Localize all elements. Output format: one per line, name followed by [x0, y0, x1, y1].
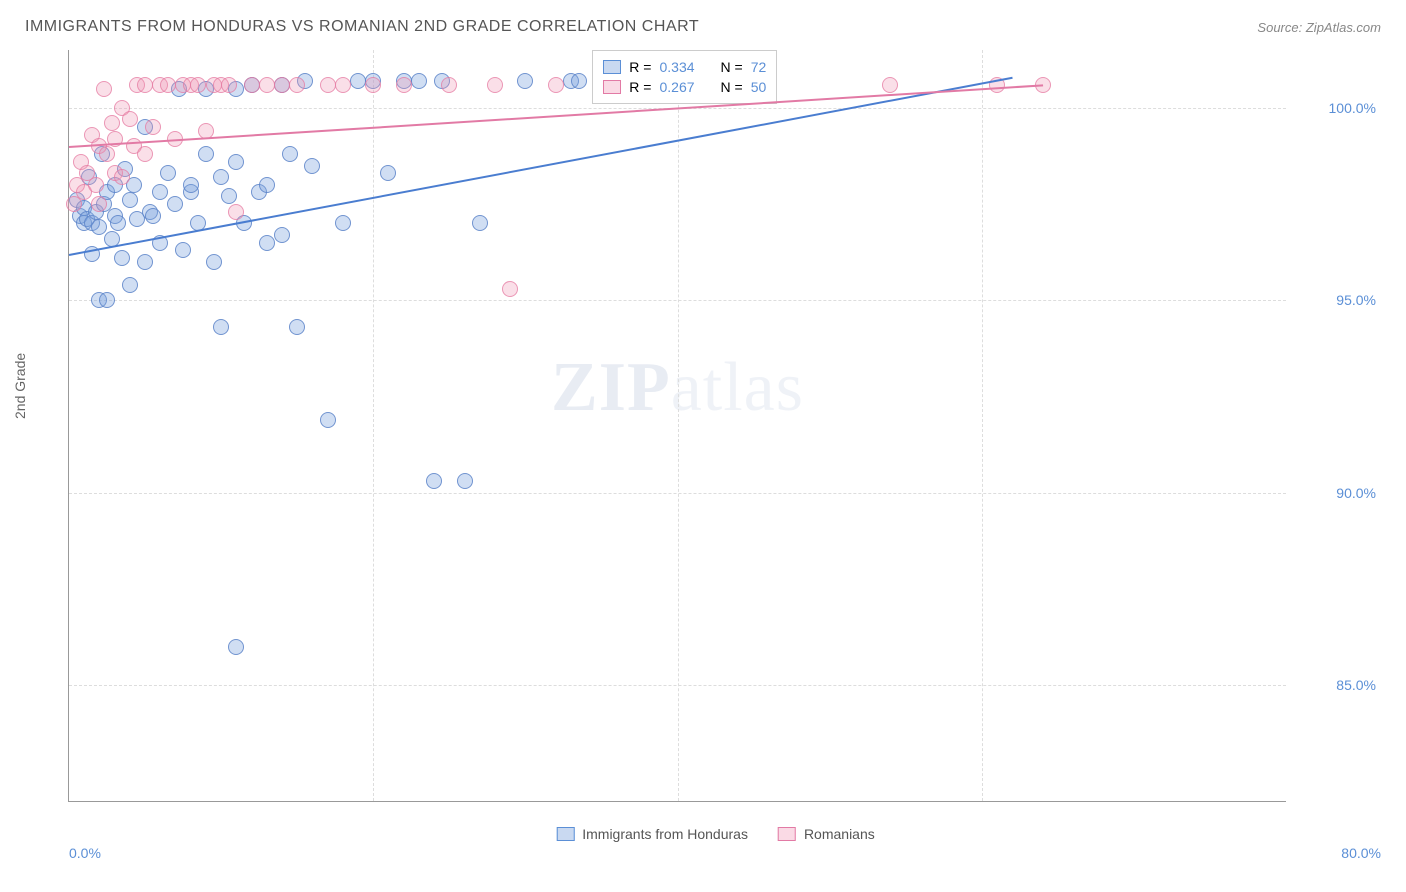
r-label: R = — [629, 59, 651, 75]
trend-line — [69, 85, 1043, 149]
n-label: N = — [721, 79, 743, 95]
scatter-point — [122, 277, 138, 293]
scatter-point — [882, 77, 898, 93]
scatter-point — [441, 77, 457, 93]
scatter-point — [160, 77, 176, 93]
gridline-v — [678, 50, 679, 801]
scatter-point — [206, 254, 222, 270]
scatter-point — [88, 177, 104, 193]
bottom-legend: Immigrants from Honduras Romanians — [556, 826, 875, 842]
scatter-point — [228, 639, 244, 655]
scatter-point — [137, 77, 153, 93]
scatter-point — [472, 215, 488, 231]
bottom-legend-label: Immigrants from Honduras — [582, 826, 748, 842]
scatter-point — [114, 169, 130, 185]
scatter-point — [145, 119, 161, 135]
scatter-point — [160, 165, 176, 181]
gridline-v — [982, 50, 983, 801]
scatter-point — [137, 146, 153, 162]
scatter-point — [259, 235, 275, 251]
n-value: 72 — [751, 59, 767, 75]
correlation-legend: R = 0.334 N = 72 R = 0.267 N = 50 — [592, 50, 777, 104]
legend-row: R = 0.267 N = 50 — [603, 77, 766, 97]
scatter-point — [289, 77, 305, 93]
r-value: 0.334 — [659, 59, 694, 75]
x-tick-label: 0.0% — [69, 845, 101, 861]
scatter-point — [487, 77, 503, 93]
scatter-point — [396, 77, 412, 93]
y-tick-label: 90.0% — [1296, 485, 1376, 501]
scatter-point — [274, 77, 290, 93]
scatter-point — [122, 192, 138, 208]
scatter-point — [304, 158, 320, 174]
scatter-point — [517, 73, 533, 89]
scatter-point — [145, 208, 161, 224]
scatter-point — [282, 146, 298, 162]
scatter-point — [274, 227, 290, 243]
bottom-legend-item: Romanians — [778, 826, 875, 842]
y-tick-label: 95.0% — [1296, 292, 1376, 308]
y-tick-label: 100.0% — [1296, 100, 1376, 116]
scatter-point — [110, 215, 126, 231]
scatter-point — [411, 73, 427, 89]
scatter-point — [190, 77, 206, 93]
n-label: N = — [721, 59, 743, 75]
scatter-point — [457, 473, 473, 489]
scatter-point — [96, 81, 112, 97]
legend-row: R = 0.334 N = 72 — [603, 57, 766, 77]
scatter-point — [289, 319, 305, 335]
legend-swatch — [603, 60, 621, 74]
chart-title: IMMIGRANTS FROM HONDURAS VS ROMANIAN 2ND… — [25, 18, 699, 36]
bottom-legend-item: Immigrants from Honduras — [556, 826, 748, 842]
trend-line — [69, 77, 1013, 256]
scatter-point — [213, 319, 229, 335]
n-value: 50 — [751, 79, 767, 95]
scatter-point — [320, 412, 336, 428]
legend-swatch — [556, 827, 574, 841]
scatter-point — [91, 196, 107, 212]
scatter-point — [167, 196, 183, 212]
scatter-point — [99, 292, 115, 308]
y-axis-label: 2nd Grade — [12, 353, 28, 419]
legend-swatch — [778, 827, 796, 841]
scatter-point — [221, 77, 237, 93]
scatter-point — [137, 254, 153, 270]
scatter-point — [320, 77, 336, 93]
scatter-point — [259, 177, 275, 193]
scatter-point — [99, 146, 115, 162]
legend-swatch — [603, 80, 621, 94]
scatter-point — [152, 184, 168, 200]
scatter-point — [350, 73, 366, 89]
scatter-point — [175, 242, 191, 258]
scatter-point — [183, 177, 199, 193]
scatter-point — [221, 188, 237, 204]
scatter-point — [122, 111, 138, 127]
scatter-point — [571, 73, 587, 89]
y-tick-label: 85.0% — [1296, 677, 1376, 693]
scatter-point — [259, 77, 275, 93]
chart-header: IMMIGRANTS FROM HONDURAS VS ROMANIAN 2ND… — [0, 0, 1406, 46]
scatter-point — [365, 77, 381, 93]
scatter-point — [380, 165, 396, 181]
scatter-point — [228, 154, 244, 170]
scatter-point — [548, 77, 564, 93]
gridline-v — [373, 50, 374, 801]
source-attribution: Source: ZipAtlas.com — [1257, 20, 1381, 35]
scatter-point — [335, 215, 351, 231]
scatter-point — [213, 169, 229, 185]
plot-area: ZIPatlas 85.0%90.0%95.0%100.0%0.0%80.0%R… — [68, 50, 1286, 802]
scatter-point — [104, 115, 120, 131]
bottom-legend-label: Romanians — [804, 826, 875, 842]
scatter-point — [502, 281, 518, 297]
scatter-point — [426, 473, 442, 489]
scatter-point — [335, 77, 351, 93]
scatter-point — [114, 250, 130, 266]
r-label: R = — [629, 79, 651, 95]
x-tick-label: 80.0% — [1341, 845, 1381, 861]
chart-container: 2nd Grade ZIPatlas 85.0%90.0%95.0%100.0%… — [50, 50, 1381, 852]
r-value: 0.267 — [659, 79, 694, 95]
scatter-point — [244, 77, 260, 93]
scatter-point — [198, 146, 214, 162]
scatter-point — [228, 204, 244, 220]
